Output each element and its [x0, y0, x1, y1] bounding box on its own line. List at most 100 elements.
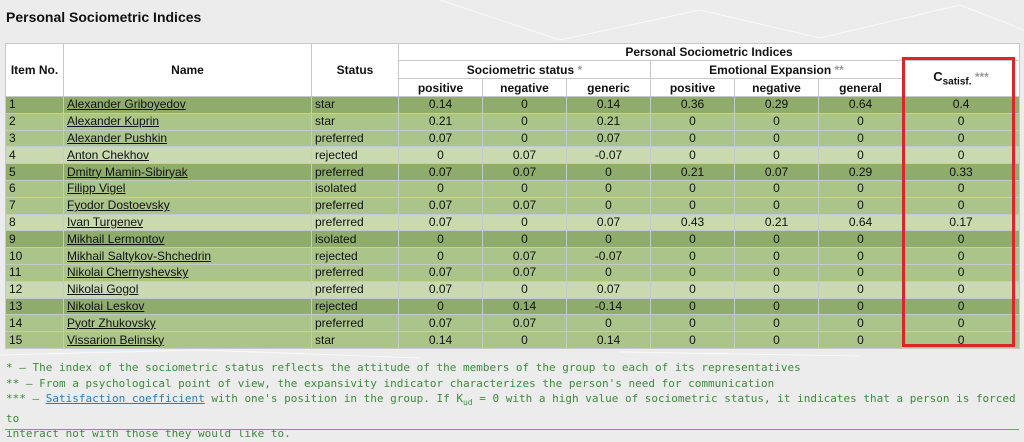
value-cell-sp: 0 — [398, 146, 483, 165]
name-cell: Vissarion Belinsky — [63, 331, 312, 349]
value-cell-sp: 0.07 — [398, 280, 483, 299]
value-cell-sp: 0.07 — [398, 129, 483, 148]
value-cell-sg: 0.14 — [566, 96, 651, 114]
footnotes: * – The index of the sociometric status … — [6, 360, 1016, 442]
value-cell-sn: 0.07 — [482, 146, 567, 165]
value-cell-cs: 0 — [901, 297, 1021, 316]
item-number: 1 — [5, 96, 64, 114]
value-cell-cs: 0 — [901, 247, 1021, 265]
table-row: 7 Fyodor Dostoevsky preferred 0.07 0.07 0 0 0 0 0 — [5, 196, 1021, 215]
status-cell: preferred — [311, 163, 399, 181]
person-link[interactable]: Anton Chekhov — [67, 147, 150, 162]
person-link[interactable]: Alexander Pushkin — [67, 130, 168, 145]
status-cell: rejected — [311, 247, 399, 265]
satisfaction-coefficient-link[interactable]: Satisfaction coefficient — [45, 392, 205, 405]
person-link[interactable]: Mikhail Lermontov — [67, 231, 165, 246]
person-link[interactable]: Nikolai Gogol — [67, 282, 139, 297]
status-cell: preferred — [311, 314, 399, 333]
value-cell-sg: -0.07 — [566, 146, 651, 165]
name-cell: Mikhail Saltykov-Shchedrin — [63, 247, 312, 265]
table-row: 3 Alexander Pushkin preferred 0.07 0 0.07 0 0 0 0 — [5, 129, 1021, 148]
value-cell-ep: 0 — [650, 129, 735, 148]
value-cell-eg: 0.64 — [818, 96, 903, 114]
item-number: 8 — [5, 213, 64, 232]
header-sociometric-label: Sociometric status — [466, 62, 575, 77]
person-link[interactable]: Pyotr Zhukovsky — [67, 315, 156, 330]
value-cell-ep: 0 — [650, 230, 735, 249]
value-cell-sn: 0 — [482, 179, 567, 198]
value-cell-eg: 0 — [818, 314, 903, 333]
person-link[interactable]: Alexander Kuprin — [67, 114, 160, 129]
value-cell-sn: 0.07 — [482, 314, 567, 333]
value-cell-cs: 0.4 — [901, 96, 1021, 114]
value-cell-sn: 0 — [482, 129, 567, 148]
value-cell-ep: 0 — [650, 146, 735, 165]
value-cell-eg: 0.29 — [818, 163, 903, 181]
person-link[interactable]: Nikolai Chernyshevsky — [67, 265, 189, 280]
status-cell: preferred — [311, 196, 399, 215]
name-cell: Nikolai Leskov — [63, 297, 312, 316]
person-link[interactable]: Ivan Turgenev — [67, 214, 144, 229]
value-cell-sg: 0 — [566, 179, 651, 198]
table-row: 5 Dmitry Mamin-Sibiryak preferred 0.07 0.07 0… — [5, 163, 1021, 181]
person-link[interactable]: Fyodor Dostoevsky — [67, 198, 170, 213]
item-number: 7 — [5, 196, 64, 215]
header-e-positive: positive — [650, 78, 735, 97]
value-cell-en: 0 — [734, 146, 819, 165]
status-cell: rejected — [311, 146, 399, 165]
value-cell-en: 0 — [734, 314, 819, 333]
value-cell-cs: 0 — [901, 196, 1021, 215]
person-link[interactable]: Dmitry Mamin-Sibiryak — [67, 164, 188, 179]
status-cell: star — [311, 96, 399, 114]
value-cell-cs: 0 — [901, 280, 1021, 299]
value-cell-ep: 0.21 — [650, 163, 735, 181]
status-cell: preferred — [311, 213, 399, 232]
footnote-mark-1: * — [577, 62, 583, 77]
value-cell-ep: 0.36 — [650, 96, 735, 114]
table-row: 10 Mikhail Saltykov-Shchedrin rejected 0 0.0… — [5, 247, 1021, 265]
header-group: Personal Sociometric Indices — [397, 43, 1021, 61]
footnote-3: *** – Satisfaction coefficient with one'… — [6, 392, 1016, 425]
person-link[interactable]: Nikolai Leskov — [67, 298, 145, 313]
name-cell: Nikolai Gogol — [63, 280, 312, 299]
name-cell: Alexander Pushkin — [63, 129, 312, 148]
value-cell-cs: 0.17 — [901, 213, 1021, 232]
value-cell-en: 0 — [734, 196, 819, 215]
item-number: 9 — [5, 230, 64, 249]
value-cell-cs: 0 — [901, 230, 1021, 249]
value-cell-ep: 0 — [650, 247, 735, 265]
person-link[interactable]: Filipp Vigel — [67, 181, 126, 196]
value-cell-eg: 0 — [818, 146, 903, 165]
value-cell-sp: 0 — [398, 230, 483, 249]
table-row: 14 Pyotr Zhukovsky preferred 0.07 0.07 0 0 0 0 0 — [5, 314, 1021, 333]
value-cell-sn: 0.07 — [482, 163, 567, 181]
item-number: 6 — [5, 179, 64, 198]
table-row: 6 Filipp Vigel isolated 0 0 0 0 0 0 0 — [5, 179, 1021, 198]
header-negative: negative — [482, 78, 567, 97]
person-link[interactable]: Vissarion Belinsky — [67, 332, 165, 347]
value-cell-cs: 0 — [901, 112, 1021, 131]
name-cell: Mikhail Lermontov — [63, 230, 312, 249]
name-cell: Dmitry Mamin-Sibiryak — [63, 163, 312, 181]
value-cell-en: 0 — [734, 230, 819, 249]
header-general: general — [818, 78, 903, 97]
header-e-negative: negative — [734, 78, 819, 97]
value-cell-cs: 0 — [901, 263, 1021, 282]
value-cell-sg: 0.14 — [566, 331, 651, 349]
person-link[interactable]: Mikhail Saltykov-Shchedrin — [67, 248, 212, 263]
value-cell-eg: 0 — [818, 112, 903, 131]
footnote-mark-3: *** — [974, 70, 989, 85]
name-cell: Alexander Kuprin — [63, 112, 312, 131]
status-cell: preferred — [311, 129, 399, 148]
value-cell-en: 0.07 — [734, 163, 819, 181]
table-row: 1 Alexander Griboyedov star 0.14 0 0.14 0.36 0.… — [5, 96, 1021, 114]
item-number: 11 — [5, 263, 64, 282]
item-number: 3 — [5, 129, 64, 148]
value-cell-ep: 0 — [650, 297, 735, 316]
value-cell-sg: 0.21 — [566, 112, 651, 131]
value-cell-en: 0 — [734, 112, 819, 131]
value-cell-sg: 0.07 — [566, 129, 651, 148]
status-cell: isolated — [311, 179, 399, 198]
person-link[interactable]: Alexander Griboyedov — [67, 97, 186, 112]
value-cell-cs: 0.33 — [901, 163, 1021, 181]
